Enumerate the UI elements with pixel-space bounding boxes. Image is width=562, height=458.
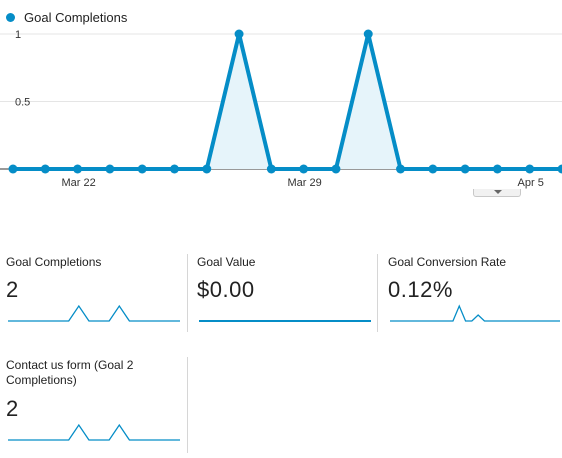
y-tick-label: 0.5 (15, 97, 30, 109)
sparkline-path (390, 304, 560, 322)
data-point[interactable] (40, 164, 50, 174)
data-point[interactable] (299, 164, 309, 174)
area-fill (335, 34, 401, 169)
sparkline-path (8, 304, 180, 322)
metric-goal-value[interactable]: Goal Value $0.00 (197, 255, 375, 341)
data-point[interactable] (234, 29, 244, 39)
data-point[interactable] (557, 164, 562, 174)
data-point[interactable] (525, 164, 535, 174)
data-point[interactable] (363, 29, 373, 39)
data-point[interactable] (169, 164, 179, 174)
data-point[interactable] (73, 164, 83, 174)
data-point[interactable] (202, 164, 212, 174)
series-line-goal-completions (13, 32, 562, 171)
sparkline (199, 320, 371, 322)
area-fill (206, 34, 272, 169)
data-point[interactable] (492, 164, 502, 174)
chart-legend[interactable]: Goal Completions (6, 9, 127, 25)
legend-dot-icon (6, 12, 15, 22)
data-point[interactable] (105, 164, 115, 174)
metric-value: 2 (6, 396, 19, 421)
x-tick-label: Mar 29 (288, 177, 322, 189)
y-tick-label: 1 (15, 29, 21, 41)
data-point[interactable] (331, 164, 341, 174)
x-tick-label: Mar 22 (61, 177, 95, 189)
data-point[interactable] (428, 164, 438, 174)
sparkline (390, 304, 560, 322)
metric-contact-us-form[interactable]: Contact us form (Goal 2 Completions) 2 (6, 358, 184, 444)
metric-value: 2 (6, 277, 19, 302)
metric-value: 0.12% (388, 277, 453, 302)
goal-completions-chart[interactable]: 1 0.5 Mar 22 Mar 29 Apr 5 (0, 27, 562, 192)
metric-value: $0.00 (197, 277, 255, 302)
data-point[interactable] (266, 164, 276, 174)
data-point[interactable] (137, 164, 147, 174)
metric-title: Goal Conversion Rate (388, 255, 507, 269)
metric-divider (187, 357, 188, 453)
metric-title: Goal Completions (6, 255, 102, 269)
chart-range-handle[interactable] (473, 189, 521, 197)
legend-label: Goal Completions (24, 9, 128, 25)
data-point[interactable] (8, 164, 18, 174)
sparkline-path (8, 423, 180, 441)
metric-title: Contact us form (Goal 2 Completions) (6, 358, 134, 387)
metric-goal-conversion-rate[interactable]: Goal Conversion Rate 0.12% (388, 255, 562, 341)
metric-divider (187, 254, 188, 332)
metric-divider (377, 254, 378, 332)
sparkline (8, 423, 180, 441)
data-point[interactable] (396, 164, 406, 174)
metric-title: Goal Value (197, 255, 256, 269)
sparkline (8, 304, 180, 322)
data-point[interactable] (460, 164, 470, 174)
x-tick-label: Apr 5 (518, 177, 544, 189)
metric-goal-completions[interactable]: Goal Completions 2 (6, 255, 184, 341)
